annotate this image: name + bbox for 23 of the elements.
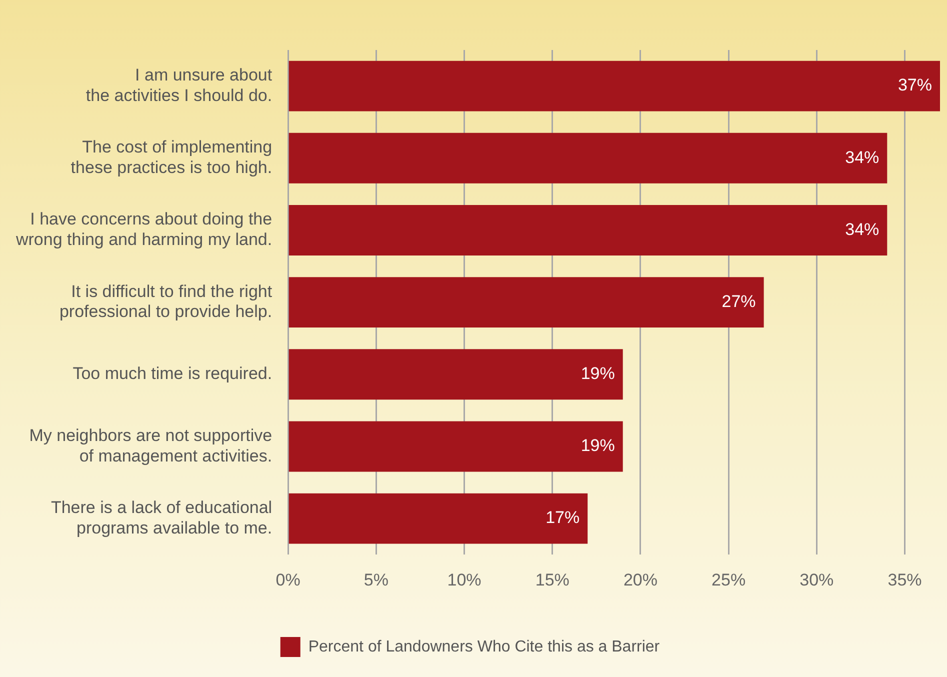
y-tick-label: The cost of implementing these practices is too high. xyxy=(70,138,272,178)
x-tick-label: 30% xyxy=(800,570,834,590)
legend-label: Percent of Landowners Who Cite this as a Barrier xyxy=(308,638,660,656)
text: 19% xyxy=(580,436,615,456)
x-tick-label: 20% xyxy=(623,570,658,590)
x-tick-label: 35% xyxy=(888,570,922,590)
text: 17% xyxy=(546,508,580,528)
text: 34% xyxy=(845,148,880,167)
text: 37% xyxy=(898,76,932,95)
x-tick-label: 0% xyxy=(276,570,300,590)
y-tick-label: I have concerns about doing the wrong thing and harming my land. xyxy=(14,210,272,250)
text: 19% xyxy=(580,364,615,384)
x-tick-label: 5% xyxy=(364,570,388,590)
text: 34% xyxy=(845,220,880,239)
text: 27% xyxy=(722,292,756,311)
x-tick-label: 25% xyxy=(712,570,746,590)
y-tick-label: It is difficult to find the right professional to provide help. xyxy=(59,282,272,322)
x-tick-label: 15% xyxy=(535,570,570,590)
y-tick-label: My neighbors are not supportive of management activities. xyxy=(29,426,272,466)
y-tick-label: I am unsure about the activities I should do. xyxy=(86,66,272,105)
y-tick-label: Too much time is required. xyxy=(72,364,272,384)
x-tick-label: 10% xyxy=(447,570,482,590)
y-tick-label: There is a lack of educational programs available to me. xyxy=(50,498,272,538)
